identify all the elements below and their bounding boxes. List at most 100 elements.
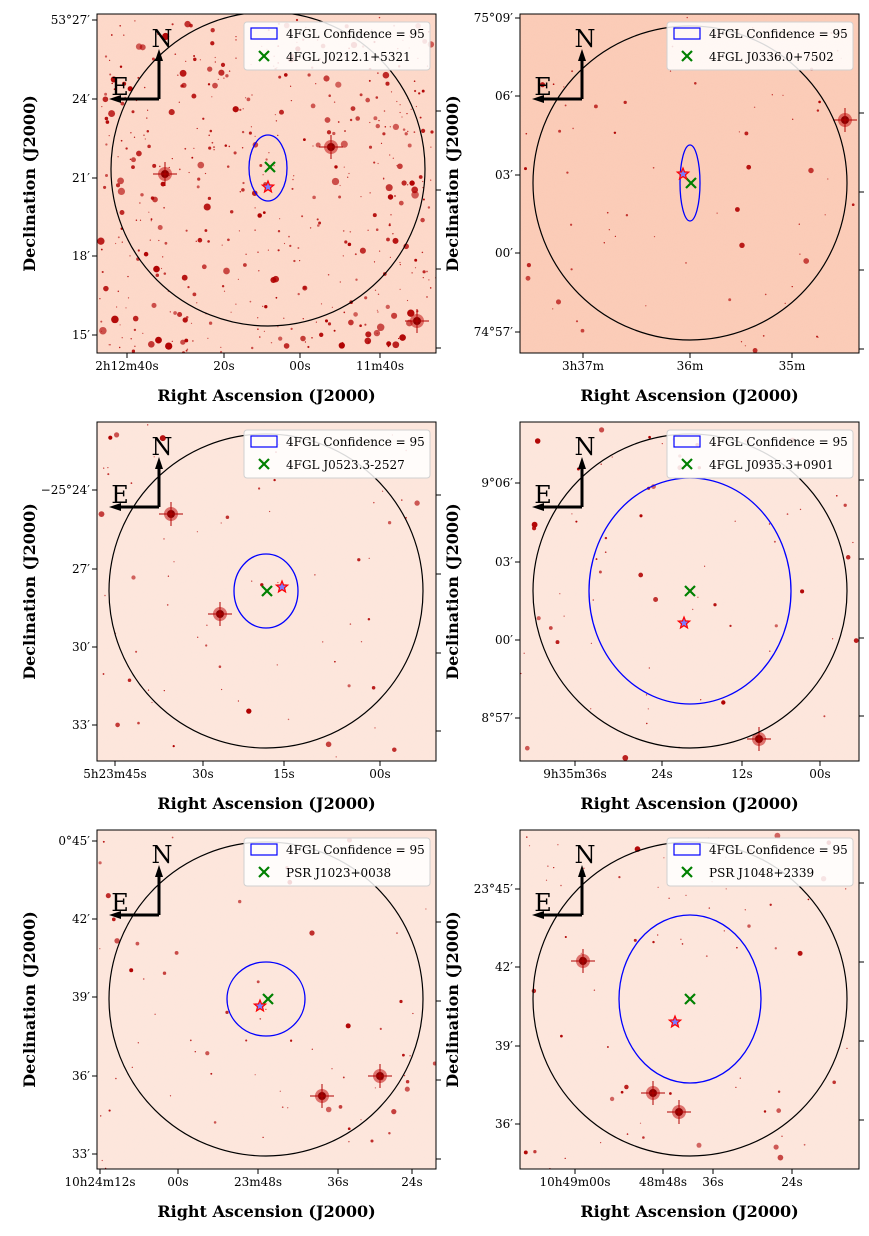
star-source [277,249,280,252]
star-source [647,708,649,710]
star-source [275,296,278,299]
star-source [242,181,245,185]
star-source [300,335,306,342]
star-source [323,75,330,82]
star-source [663,857,665,859]
star-source [382,132,386,136]
star-source [564,104,567,107]
star-source [117,177,125,185]
star-source [524,167,527,171]
y-axis-label: Declination (J2000) [20,95,39,272]
star-source [326,130,332,135]
star-source [195,240,198,243]
y-tick-label: 06′ [495,89,513,103]
star-source [590,642,593,644]
star-source [178,168,181,171]
star-source [555,299,562,305]
star-source [289,244,292,248]
star-source [187,285,190,289]
star-source [422,277,424,279]
star-source [359,324,362,328]
star-source [614,235,617,238]
star-source [309,227,312,229]
star-source [235,57,237,59]
star-source [283,317,285,319]
star-source [360,1119,362,1121]
star-source [185,349,188,352]
star-source [119,65,123,69]
star-source [97,237,105,245]
star-source [125,147,128,150]
star-source [173,561,175,563]
star-source [108,134,110,137]
star-source [428,279,430,281]
axes-frame [519,421,860,762]
star-source [276,664,279,666]
star-source [335,81,342,88]
star-source [251,580,253,582]
star-source [611,456,613,458]
star-source [696,1142,702,1148]
counterpart-star-marker [676,615,692,630]
y-tick-label: 42′ [495,960,513,974]
star-source [254,1074,256,1076]
star-source [334,660,336,663]
star-source [392,123,400,131]
star-source [163,690,165,692]
source-position-marker [684,993,696,1005]
legend-box [666,429,854,479]
source-position-marker [685,177,697,189]
star-source [288,235,290,238]
star-source [394,195,396,197]
star-source [763,1110,767,1113]
y-tick-label: 36′ [72,1069,90,1083]
y-tick-label: 21′ [72,171,90,185]
star-source [196,185,200,189]
star-source [396,932,398,934]
star-source [287,718,290,721]
x-tick-label: 36s [702,1175,723,1189]
star-source [704,565,706,567]
star-source [661,442,663,445]
star-source [604,551,607,554]
star-source [729,624,732,628]
star-source [277,326,279,328]
star-source [220,62,226,67]
star-source [184,20,191,28]
star-source [147,109,149,111]
east-arrowhead [109,503,121,511]
star-source [350,106,356,112]
legend-box [243,429,431,479]
star-source [208,134,211,137]
star-source [357,558,361,562]
star-source [639,514,643,518]
star-source [208,321,213,325]
star-source [697,596,699,598]
star-source [241,130,245,134]
star-source [220,522,222,524]
x-tick-label: 35m [779,359,806,373]
star-source [137,721,140,725]
star-source [405,1079,410,1084]
star-source [114,432,120,438]
star-source [404,1086,410,1092]
star-source [648,435,651,439]
star-source [694,82,697,85]
legend: 4FGL Confidence = 95 PSR J1048+2339 [666,837,854,887]
star-source [669,70,672,72]
star-source [386,237,390,242]
star-source [620,1090,624,1094]
star-source [736,946,738,949]
compass-north-label: N [575,25,596,53]
star-source [169,311,171,313]
star-source [257,213,262,218]
star-source [279,109,284,115]
star-source [390,213,392,216]
star-source [723,930,725,932]
compass-east-label: E [534,889,552,917]
star-source [209,129,213,133]
star-source [254,135,256,137]
confidence-ellipse [233,553,299,629]
star-source [224,144,228,147]
confidence-ellipse [618,914,762,1084]
